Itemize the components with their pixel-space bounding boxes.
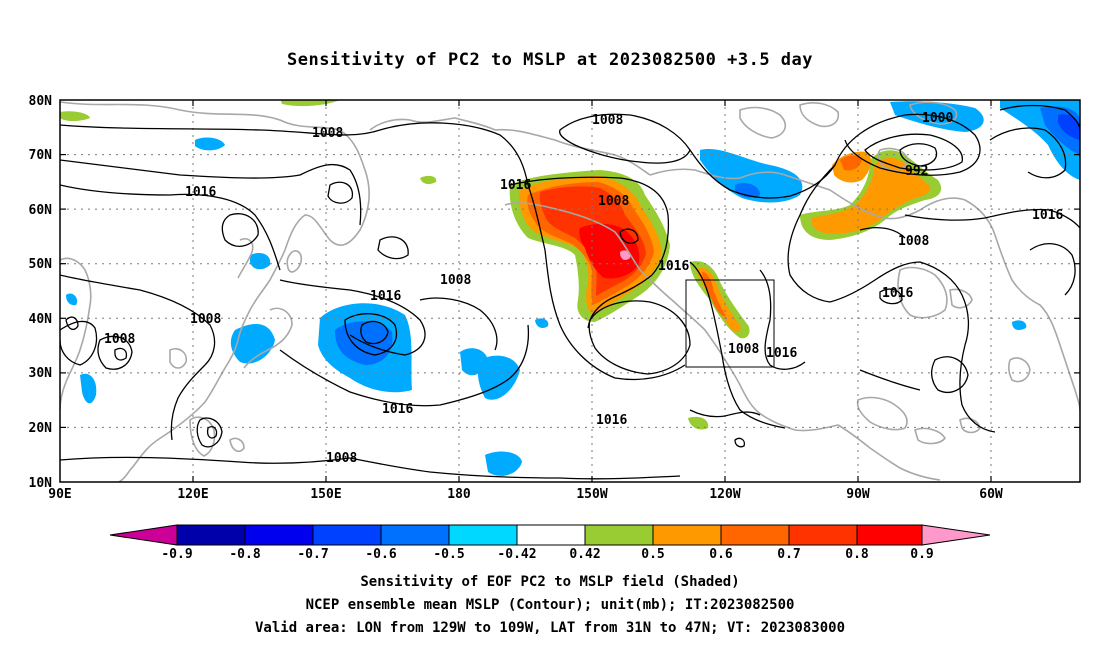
contour-label: 992 xyxy=(905,164,928,179)
contour-label: 1008 xyxy=(104,332,135,347)
valid-area-box xyxy=(685,279,775,368)
colorbar-cell xyxy=(312,524,382,546)
lat-label: 60N xyxy=(29,203,53,218)
lon-label: 60W xyxy=(979,487,1003,502)
lon-label: 150E xyxy=(310,487,341,502)
colorbar-label: 0.8 xyxy=(845,547,869,562)
contour-label: 1016 xyxy=(185,185,216,200)
lat-label: 10N xyxy=(29,476,53,491)
longitude-labels: 90E 120E 150E 180 150W 120W 90W 60W xyxy=(48,487,1003,502)
caption-line-1: Sensitivity of EOF PC2 to MSLP field (Sh… xyxy=(360,574,740,590)
contour-label: 1008 xyxy=(440,273,471,288)
colorbar-label: 0.5 xyxy=(641,547,664,562)
lon-label: 90W xyxy=(846,487,870,502)
lon-label: 120W xyxy=(709,487,740,502)
contour-label: 1008 xyxy=(326,451,357,466)
lon-label: 150W xyxy=(576,487,607,502)
contour-label: 1008 xyxy=(592,113,623,128)
contour-labels: 1008 1016 1008 1016 1000 992 1008 1016 1… xyxy=(104,111,1063,466)
lat-label: 80N xyxy=(29,94,53,109)
contour-label: 1008 xyxy=(312,126,343,141)
contour-label: 1008 xyxy=(728,342,759,357)
colorbar-cell xyxy=(244,524,314,546)
contour-label: 1000 xyxy=(922,111,953,126)
colorbar-label: -0.6 xyxy=(365,547,396,562)
colorbar-cell xyxy=(652,524,722,546)
lat-label: 30N xyxy=(29,366,53,381)
colorbar-low-arrow xyxy=(109,524,178,546)
contour-label: 1016 xyxy=(382,402,413,417)
axis-ticks xyxy=(60,100,1080,482)
colorbar-cell xyxy=(176,524,246,546)
contour-label: 1016 xyxy=(596,413,627,428)
lat-label: 40N xyxy=(29,312,53,327)
caption-line-2: NCEP ensemble mean MSLP (Contour); unit(… xyxy=(305,597,795,613)
colorbar-cell xyxy=(584,524,654,546)
map-title: Sensitivity of PC2 to MSLP at 2023082500… xyxy=(286,50,813,70)
colorbar-label: 0.9 xyxy=(910,547,933,562)
lon-label: 90E xyxy=(48,487,71,502)
colorbar-cell xyxy=(448,524,518,546)
colorbar-high-arrow xyxy=(921,524,991,546)
colorbar-label: 0.6 xyxy=(709,547,733,562)
contour-label: 1016 xyxy=(658,259,689,274)
map-border xyxy=(59,99,1081,483)
colorbar-label: -0.7 xyxy=(297,547,328,562)
lat-label: 70N xyxy=(29,148,53,163)
contour-label: 1008 xyxy=(190,312,221,327)
colorbar-label: -0.8 xyxy=(229,547,260,562)
lon-label: 120E xyxy=(177,487,208,502)
contour-label: 1016 xyxy=(766,346,797,361)
contour-label: 1016 xyxy=(370,289,401,304)
lon-label: 180 xyxy=(447,487,471,502)
caption-line-3: Valid area: LON from 129W to 109W, LAT f… xyxy=(254,620,845,636)
colorbar-label: 0.7 xyxy=(777,547,800,562)
colorbar-labels: -0.9 -0.8 -0.7 -0.6 -0.5 -0.42 0.42 0.5 … xyxy=(161,547,933,562)
colorbar-label: -0.5 xyxy=(433,547,464,562)
colorbar-label: -0.9 xyxy=(161,547,192,562)
colorbar-cell xyxy=(720,524,790,546)
contour-label: 1008 xyxy=(598,194,629,209)
colorbar-cell xyxy=(380,524,450,546)
lat-label: 50N xyxy=(29,257,53,272)
contour-label: 1016 xyxy=(500,178,531,193)
latitude-labels: 80N 70N 60N 50N 40N 30N 20N 10N xyxy=(29,94,53,491)
colorbar-cell xyxy=(856,524,923,546)
mslp-contours xyxy=(60,104,1080,480)
contour-label: 1016 xyxy=(1032,208,1063,223)
coastlines xyxy=(60,101,1080,482)
map-frame xyxy=(60,100,1080,482)
colorbar-label: 0.42 xyxy=(569,547,600,562)
lat-label: 20N xyxy=(29,421,53,436)
colorbar-cell xyxy=(516,524,586,546)
contour-label: 1016 xyxy=(882,286,913,301)
colorbar xyxy=(109,524,991,546)
contour-label: 1008 xyxy=(898,234,929,249)
colorbar-cell xyxy=(788,524,858,546)
colorbar-label: -0.42 xyxy=(497,547,536,562)
